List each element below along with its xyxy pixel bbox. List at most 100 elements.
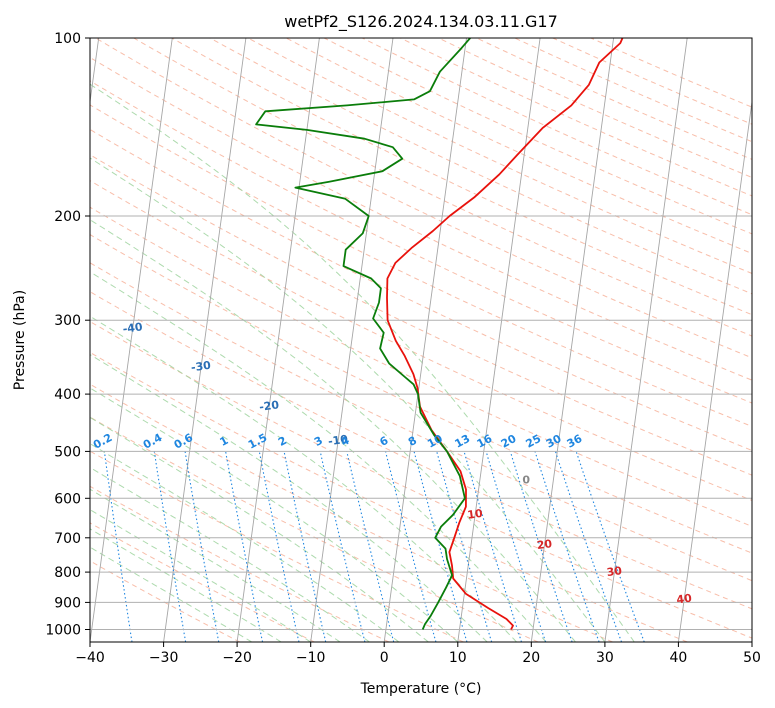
moist-adiabat-line: [90, 546, 253, 642]
mixing-ratio-line: [184, 451, 220, 642]
y-tick-label: 500: [54, 444, 81, 460]
mixing-ratio-label: 30: [544, 432, 564, 451]
mixing-ratio-line: [258, 451, 300, 642]
mixing-ratio-line: [534, 451, 600, 642]
mixing-ratio-line: [463, 451, 523, 642]
dry-adiabat-line: [90, 56, 752, 381]
moist-adiabat-line: [90, 528, 282, 642]
isotherm-line: [90, 38, 100, 106]
dry-adiabat-line: [476, 38, 752, 160]
y-tick-label: 1000: [45, 623, 81, 639]
isotherm-label: -50: [55, 275, 77, 291]
y-tick-label: 600: [54, 491, 81, 507]
mixing-ratio-label: 36: [565, 432, 585, 451]
y-tick-label: 900: [54, 595, 81, 611]
isotherm-line: [90, 38, 173, 642]
mixing-ratio-label: 10: [425, 432, 445, 451]
isotherm-line: [310, 38, 394, 642]
mixing-ratio-line: [509, 451, 573, 642]
moist-adiabat-line: [90, 219, 576, 642]
dry-adiabat-line: [514, 38, 752, 143]
dry-adiabat-line: [90, 234, 752, 554]
y-tick-label: 300: [54, 313, 81, 329]
dry-adiabat-line: [90, 128, 752, 452]
dry-adiabat-line: [90, 291, 752, 610]
mixing-ratio-label: 0.4: [141, 431, 165, 452]
dry-adiabat-line: [90, 485, 390, 642]
y-tick-label: 700: [54, 531, 81, 547]
mixing-ratio-line: [575, 451, 645, 642]
isotherm-label: -10: [327, 433, 349, 449]
x-tick-label: −20: [222, 650, 252, 666]
y-tick-label: 100: [54, 31, 81, 47]
hot-isotherm-label: 40: [676, 591, 693, 606]
mixing-ratio-line: [103, 451, 133, 642]
mixing-ratio-line: [283, 451, 327, 642]
mixing-ratio-label: 1: [218, 434, 231, 449]
mixing-ratio-line: [346, 451, 395, 642]
moist-adiabat-line: [90, 387, 459, 642]
mixing-ratio-line: [436, 451, 493, 642]
dry-adiabat-line: [90, 154, 752, 476]
x-tick-label: −30: [149, 650, 179, 666]
x-tick-label: −10: [296, 650, 326, 666]
mixing-ratio-label: 25: [524, 432, 544, 451]
temperature-profile: [386, 38, 624, 630]
x-tick-label: 50: [743, 650, 761, 666]
moist-adiabat-line: [90, 83, 635, 642]
dry-adiabat-line: [171, 38, 752, 316]
isotherm-line: [236, 38, 320, 642]
dry-adiabat-line: [90, 416, 539, 642]
mixing-ratio-line: [554, 451, 623, 642]
x-axis-label: Temperature (°C): [360, 681, 482, 697]
dry-adiabat-line: [438, 38, 752, 179]
x-tick-label: 20: [522, 650, 540, 666]
dry-adiabat-line: [552, 38, 752, 125]
dry-adiabat-line: [90, 104, 752, 428]
isotherm-label: -60: [0, 226, 9, 242]
dry-adiabat-line: [90, 206, 752, 527]
dry-adiabat-line: [90, 351, 688, 642]
y-axis-label: Pressure (hPa): [12, 290, 28, 390]
chart-title: wetPf2_S126.2024.134.03.11.G17: [284, 12, 558, 32]
y-tick-label: 200: [54, 209, 81, 225]
dry-adiabat-line: [362, 38, 752, 216]
x-tick-label: 10: [449, 650, 467, 666]
zero-isotherm-label: 0: [522, 474, 530, 487]
dewpoint-profile: [255, 38, 471, 630]
x-tick-label: 40: [669, 650, 687, 666]
mixing-ratio-label: 8: [406, 434, 419, 449]
x-tick-label: 0: [380, 650, 389, 666]
moist-adiabat-line: [90, 466, 370, 642]
moist-adiabat-line: [90, 157, 606, 642]
dry-adiabat-line: [247, 38, 752, 275]
moist-adiabat-line: [90, 509, 311, 642]
dry-adiabat-line: [90, 522, 315, 642]
isotherm-line: [530, 38, 615, 642]
hot-isotherm-label: 20: [536, 537, 553, 552]
isotherm-line: [457, 38, 541, 642]
hot-isotherm-label: 10: [467, 507, 484, 522]
isotherm-line: [604, 38, 688, 642]
plot-frame: [89, 37, 753, 643]
mixing-ratio-label: 16: [475, 432, 495, 451]
mixing-ratio-line: [153, 451, 187, 642]
dry-adiabat-line: [400, 38, 752, 197]
dry-adiabat-line: [90, 450, 464, 642]
moist-adiabat-line: [90, 271, 547, 642]
y-tick-label: 800: [54, 565, 81, 581]
dry-adiabat-line: [285, 38, 752, 255]
mixing-ratio-line: [225, 451, 264, 642]
isotherm-label: -40: [122, 320, 144, 336]
dry-adiabat-line: [90, 560, 241, 642]
y-tick-label: 400: [54, 387, 81, 403]
moist-adiabat-line: [90, 353, 488, 642]
dry-adiabat-line: [90, 262, 752, 582]
mixing-ratio-line: [319, 451, 366, 642]
x-tick-label: −40: [75, 650, 105, 666]
isotherm-label: -20: [258, 398, 280, 414]
moist-adiabat-line: [90, 443, 400, 642]
dry-adiabat-line: [90, 80, 752, 404]
hot-isotherm-label: 30: [606, 564, 623, 579]
